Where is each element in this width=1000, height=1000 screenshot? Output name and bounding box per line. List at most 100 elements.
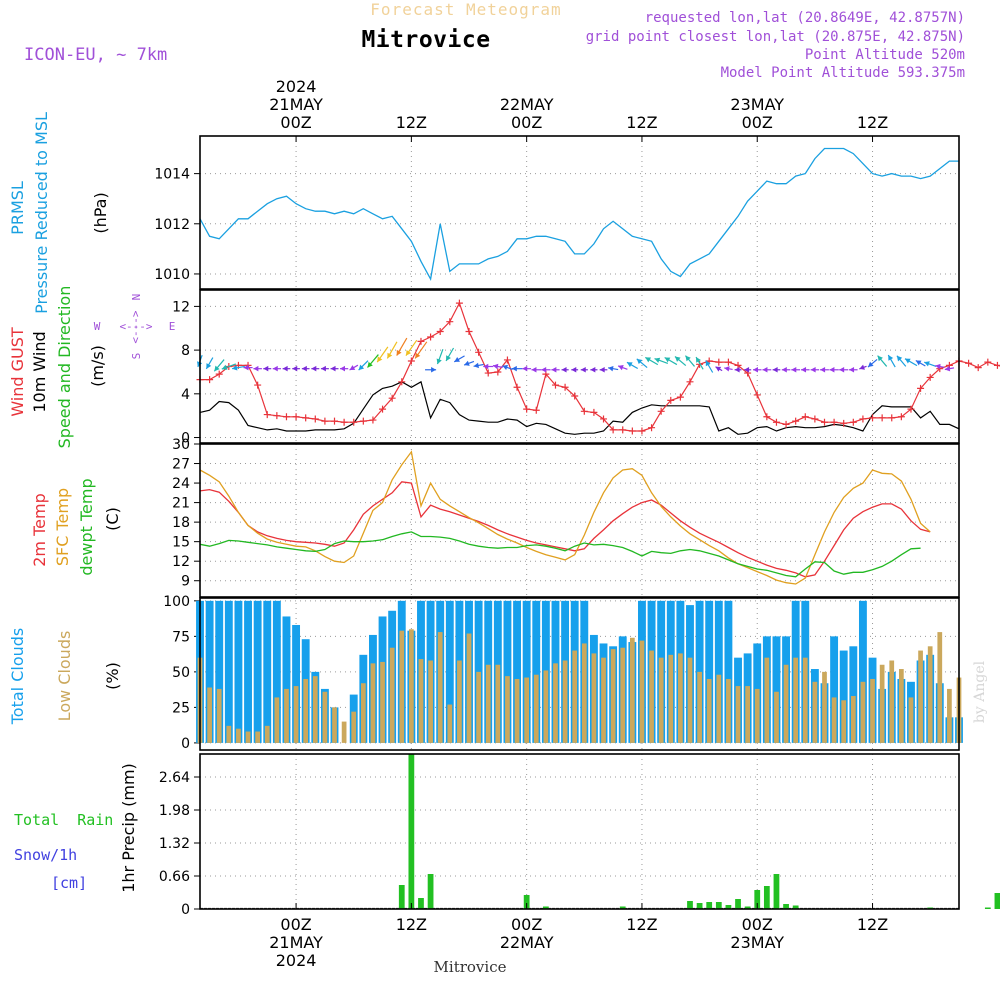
wind-direction-arrow (801, 367, 810, 373)
arrow-head (561, 367, 567, 373)
compass-east: E (169, 320, 176, 333)
rain-bar (696, 903, 703, 909)
wind-direction-arrow (654, 357, 669, 365)
arrow-head (464, 360, 470, 366)
low-cloud-bar (841, 700, 847, 743)
low-cloud-bar (216, 688, 222, 743)
gust-marker (734, 361, 742, 369)
y-tick-label: 30 (172, 437, 190, 453)
low-cloud-bar (629, 637, 635, 743)
wind-direction-arrow (674, 356, 687, 367)
wind-direction-arrow (445, 347, 455, 362)
low-cloud-bar (418, 659, 424, 743)
arrow-head (724, 366, 730, 372)
arrow-head (744, 367, 750, 373)
total-cloud-bar (724, 600, 733, 743)
compass-west: W (94, 320, 101, 333)
wind-direction-arrow (522, 365, 532, 372)
arrow-head (762, 367, 768, 373)
rain-bar (783, 904, 789, 909)
low-cloud-bar (284, 688, 289, 743)
wind-direction-arrow (839, 367, 849, 373)
wind-direction-arrow (349, 364, 359, 371)
gust-marker (724, 358, 732, 366)
low-cloud-bar (572, 650, 578, 743)
snow-unit-label: [cm] (51, 874, 87, 892)
low-cloud-bar (850, 696, 856, 743)
compass-vertical-arrows: <---> (129, 310, 142, 343)
low-cloud-bar (255, 731, 261, 743)
gust-marker (455, 299, 463, 307)
y-tick-label: 100 (163, 594, 190, 610)
gust-marker (331, 417, 339, 425)
wind-direction-arrow (762, 367, 772, 373)
y-tick-label: 12 (172, 299, 190, 315)
compass-south: S (130, 353, 143, 360)
arrow-head (377, 356, 383, 363)
low-cloud-bar (687, 657, 693, 743)
arrow-head (696, 357, 701, 363)
y-tick-label: 1010 (154, 267, 190, 283)
wind-direction-arrow (904, 358, 918, 367)
top-time-label: 12Z (857, 113, 888, 132)
wind-direction-arrow (915, 359, 926, 367)
y-tick-label: 9 (181, 574, 190, 590)
gust-marker (571, 392, 579, 400)
arrow-head (232, 365, 238, 371)
gust-marker (792, 417, 800, 425)
low-cloud-bar (245, 731, 251, 743)
arrow-head (531, 367, 537, 373)
arrow-head (358, 364, 365, 371)
wind-direction-arrow (829, 367, 839, 373)
grid-point-coords: grid point closest lon,lat (20.875E, 42.… (586, 29, 965, 45)
low-cloud-bar (264, 725, 270, 743)
gust-marker (965, 359, 973, 367)
gust-marker (859, 415, 867, 423)
low-cloud-bar (937, 632, 943, 743)
rain-bar (542, 906, 549, 909)
wind-direction-arrow (626, 361, 639, 370)
gust-marker (503, 356, 511, 364)
wind-direction-arrow (849, 367, 858, 373)
precip-panel: 0 0.66 1.32 1.98 2.64 (159, 753, 1000, 918)
bottom-year-label: 2024 (276, 951, 317, 970)
gust-marker (811, 415, 819, 423)
prmsl-label: PRMSL (8, 181, 27, 235)
gust-marker (600, 415, 608, 423)
arrow-head (935, 363, 941, 370)
panel-frame (199, 753, 960, 910)
low-cloud-bar (754, 688, 760, 743)
compass-rose: N W <---> <---> E S (94, 294, 176, 360)
total-cloud-bar (224, 600, 233, 743)
y-tick-label: 0 (181, 902, 190, 918)
rain-bar (408, 754, 415, 909)
snow-label: Snow/1h (14, 846, 77, 864)
arrow-head (924, 361, 930, 367)
wind-direction-arrow (396, 337, 408, 356)
wind-direction-arrow (684, 355, 695, 367)
low-cloud-bar (437, 632, 443, 743)
arrow-head (810, 367, 816, 373)
wind-direction-arrow (473, 362, 484, 369)
top-time-label: 00Z (280, 113, 311, 132)
wind-direction-arrow (414, 341, 428, 359)
wind-direction-arrow (367, 354, 379, 368)
wind-direction-arrow (607, 365, 619, 372)
gust-marker (657, 407, 665, 415)
gust-marker (561, 383, 569, 391)
arrow-head (791, 367, 797, 373)
arrow-head (311, 365, 317, 372)
rain-bar (773, 874, 780, 909)
arrow-head (243, 364, 249, 371)
wind-direction-arrow (561, 367, 569, 373)
arrow-head (618, 365, 624, 371)
rain-bar (984, 907, 991, 909)
arrow-head (685, 355, 691, 362)
low-cloud-bar (226, 725, 232, 743)
arrow-head (752, 367, 758, 373)
gust-marker (551, 381, 559, 389)
arrow-head (674, 356, 681, 362)
y-tick-label: 0 (181, 431, 190, 447)
low-cloud-bar (351, 711, 357, 743)
arrow-head (571, 367, 577, 373)
